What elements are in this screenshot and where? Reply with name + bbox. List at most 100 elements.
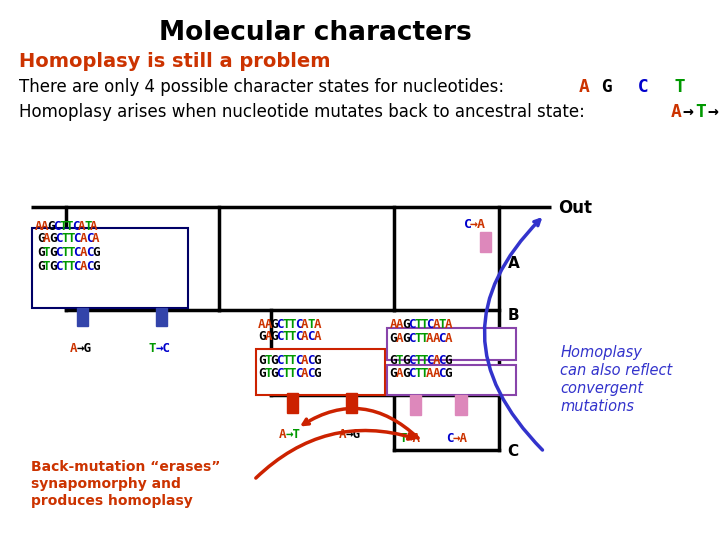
Text: G: G: [402, 354, 409, 367]
Text: G: G: [271, 367, 278, 380]
Text: →A: →A: [452, 432, 467, 445]
Text: C: C: [53, 220, 61, 233]
Text: A: A: [338, 428, 346, 441]
Text: T: T: [68, 232, 75, 245]
Text: G: G: [49, 232, 56, 245]
Bar: [32, 228, 188, 308]
Text: T: T: [283, 354, 290, 367]
Text: G: G: [390, 354, 397, 367]
Text: G: G: [591, 78, 613, 96]
Text: T: T: [414, 367, 421, 380]
Text: C: C: [408, 318, 415, 331]
Text: T: T: [264, 367, 272, 380]
Text: There are only 4 possible character states for nucleotides:: There are only 4 possible character stat…: [19, 78, 515, 96]
Text: A: A: [78, 220, 86, 233]
Text: T: T: [61, 232, 69, 245]
Text: C: C: [73, 232, 81, 245]
Text: T: T: [420, 354, 428, 367]
Text: T: T: [60, 220, 67, 233]
Text: C: C: [73, 246, 81, 259]
Text: T: T: [399, 432, 407, 445]
Text: T: T: [149, 342, 156, 355]
Text: T: T: [61, 246, 69, 259]
Text: C: C: [464, 218, 472, 231]
Text: A: A: [264, 318, 272, 331]
Text: A: A: [301, 318, 309, 331]
Text: T: T: [43, 246, 50, 259]
Text: G: G: [92, 246, 99, 259]
Text: A: A: [426, 332, 433, 345]
Text: A: A: [70, 342, 78, 355]
Text: synapomorphy and: synapomorphy and: [31, 477, 181, 491]
Text: T: T: [414, 354, 421, 367]
Text: G: G: [271, 330, 278, 343]
Text: B: B: [508, 307, 519, 322]
Text: A: A: [433, 354, 440, 367]
Text: A: A: [80, 260, 87, 273]
Text: A: A: [670, 103, 681, 121]
Text: mutations: mutations: [560, 399, 634, 414]
Text: Homoplasy is still a problem: Homoplasy is still a problem: [19, 52, 330, 71]
Text: G: G: [390, 332, 397, 345]
Text: A: A: [445, 332, 452, 345]
Text: →G: →G: [346, 428, 361, 441]
Text: C: C: [86, 232, 94, 245]
Text: C: C: [72, 220, 79, 233]
Text: C: C: [446, 432, 454, 445]
Text: T: T: [395, 354, 403, 367]
Text: G: G: [49, 260, 56, 273]
Text: G: G: [258, 330, 266, 343]
Bar: [387, 328, 516, 360]
Text: T: T: [289, 330, 297, 343]
Text: G: G: [37, 260, 44, 273]
Text: A: A: [313, 330, 321, 343]
Text: T: T: [68, 246, 75, 259]
Text: T: T: [289, 354, 297, 367]
Text: →G: →G: [77, 342, 92, 355]
Text: T: T: [420, 318, 428, 331]
Text: T: T: [289, 367, 297, 380]
Text: G: G: [402, 332, 409, 345]
Text: A: A: [301, 354, 309, 367]
Text: →: →: [683, 103, 693, 121]
Text: can also reflect: can also reflect: [560, 363, 672, 378]
Text: C: C: [307, 330, 315, 343]
Text: T: T: [289, 318, 297, 331]
Text: G: G: [49, 246, 56, 259]
Bar: [387, 365, 516, 395]
Text: C: C: [55, 232, 63, 245]
Text: T: T: [68, 260, 75, 273]
Text: C: C: [55, 246, 63, 259]
Text: C: C: [426, 318, 433, 331]
Bar: [77, 308, 89, 326]
Text: T: T: [84, 220, 91, 233]
Text: T: T: [420, 332, 428, 345]
Text: C: C: [307, 367, 315, 380]
Text: C: C: [276, 330, 284, 343]
Text: →C: →C: [156, 342, 171, 355]
Text: T: T: [61, 260, 69, 273]
Text: G: G: [313, 367, 321, 380]
Bar: [455, 395, 467, 415]
Text: C: C: [276, 367, 284, 380]
Text: C: C: [276, 354, 284, 367]
Text: C: C: [86, 260, 94, 273]
Text: A: A: [80, 246, 87, 259]
Text: Out: Out: [559, 199, 593, 217]
Text: A: A: [92, 232, 99, 245]
Text: Back-mutation “erases”: Back-mutation “erases”: [31, 460, 220, 474]
Text: C: C: [55, 260, 63, 273]
Text: A: A: [390, 318, 397, 331]
Text: G: G: [258, 354, 266, 367]
Text: C: C: [295, 318, 302, 331]
Text: A: A: [395, 318, 403, 331]
Text: C: C: [508, 444, 519, 460]
Text: C: C: [426, 354, 433, 367]
Bar: [256, 349, 385, 395]
Text: convergent: convergent: [560, 381, 643, 396]
Text: T: T: [283, 318, 290, 331]
Text: C: C: [616, 78, 649, 96]
Bar: [346, 393, 357, 413]
Text: A: A: [301, 367, 309, 380]
Text: G: G: [48, 220, 55, 233]
